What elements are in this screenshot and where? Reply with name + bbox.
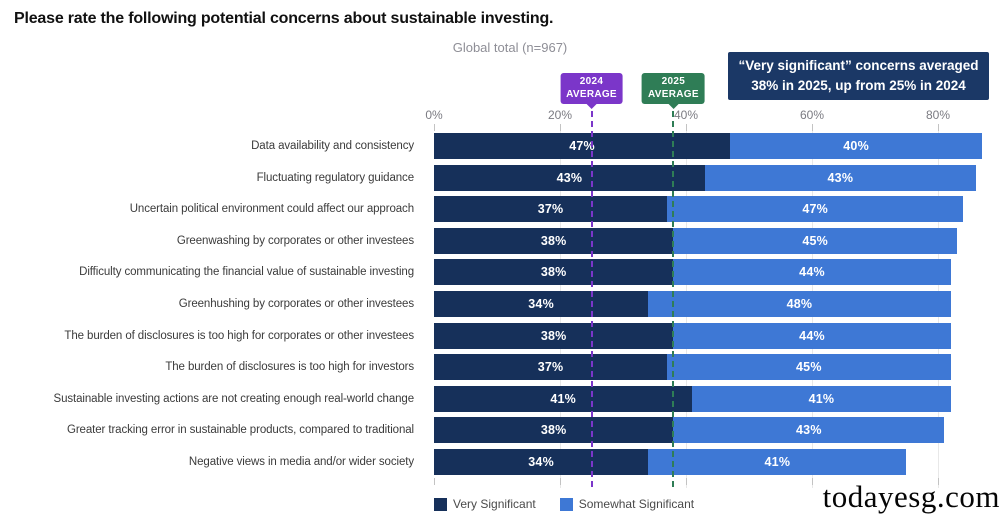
category-label: Greenwashing by corporates or other inve… (176, 234, 414, 247)
x-axis-tick-label: 0% (425, 108, 443, 122)
chart-legend: Very Significant Somewhat Significant (434, 497, 694, 511)
bar-segment-very-significant: 34% (434, 449, 649, 475)
axis-tick (434, 478, 435, 485)
legend-item: Somewhat Significant (559, 497, 695, 511)
category-label: Sustainable investing actions are not cr… (53, 392, 415, 405)
bar-segment-very-significant: 38% (434, 227, 674, 254)
badge-2025-year: 2025 (661, 76, 686, 87)
bar-segment-somewhat-significant: 48% (648, 291, 951, 317)
callout-box: “Very significant” concerns averaged 38%… (728, 52, 989, 100)
axis-tick (812, 124, 813, 131)
badge-2024-year: 2024 (579, 76, 604, 87)
reference-line-2025 (672, 101, 675, 487)
bar-segment-somewhat-significant: 45% (673, 227, 957, 254)
bar-segment-somewhat-significant: 43% (704, 164, 976, 191)
category-label: Negative views in media and/or wider soc… (188, 456, 414, 468)
axis-tick (686, 124, 687, 131)
bar-segment-very-significant: 43% (434, 164, 705, 191)
bar-segment-somewhat-significant: 44% (673, 259, 951, 286)
badge-2025-word: AVERAGE (647, 88, 699, 100)
watermark: todayesg.com (822, 479, 1000, 514)
x-axis-tick-label: 40% (673, 108, 699, 122)
bar-segment-very-significant: 47% (434, 133, 731, 159)
axis-tick (686, 478, 687, 485)
axis-tick (434, 124, 435, 131)
axis-tick (938, 124, 939, 131)
bar-segment-somewhat-significant: 47% (667, 196, 964, 223)
legend-item: Very Significant (434, 497, 536, 511)
bar-segment-very-significant: 38% (434, 322, 674, 349)
callout-line2-rest: , up from 25% in 2024 (827, 78, 966, 93)
category-label: Difficulty communicating the financial v… (79, 266, 414, 279)
legend-swatch-icon (434, 497, 447, 511)
axis-tick (560, 478, 561, 485)
badge-2024-average: 2024 AVERAGE (560, 73, 623, 109)
bar-segment-very-significant: 37% (434, 196, 668, 223)
bar-segment-somewhat-significant: 41% (648, 449, 907, 475)
chart-subtitle: Global total (n=967) (452, 40, 568, 55)
legend-swatch-icon (559, 497, 573, 511)
callout-line1: “Very significant” concerns averaged (738, 57, 979, 73)
bar-segment-somewhat-significant: 40% (730, 133, 983, 159)
legend-label: Somewhat Significant (578, 497, 695, 511)
bar-segment-very-significant: 34% (434, 291, 649, 317)
callout-highlight: 38% in 2025 (751, 78, 828, 93)
legend-label: Very Significant (453, 497, 536, 511)
callout-line2: 38% in 2025, up from 25% in 2024 (728, 76, 989, 96)
category-label: Data availability and consistency (251, 140, 414, 152)
badge-pointer-icon (586, 104, 597, 109)
x-axis-tick-label: 20% (547, 108, 573, 122)
bar-segment-somewhat-significant: 43% (673, 417, 945, 444)
bar-segment-somewhat-significant: 44% (673, 322, 951, 349)
badge-pointer-icon (668, 104, 679, 109)
category-label: Greater tracking error in sustainable pr… (66, 424, 414, 437)
reference-line-2024 (590, 101, 593, 487)
badge-2024-word: AVERAGE (566, 88, 617, 100)
x-axis-tick-label: 60% (799, 108, 825, 122)
bar-segment-very-significant: 38% (434, 417, 674, 444)
category-label: The burden of disclosures is too high fo… (165, 361, 414, 374)
category-label: Fluctuating regulatory guidance (256, 171, 414, 184)
axis-tick (812, 478, 813, 485)
bar-segment-very-significant: 37% (434, 354, 668, 381)
page-title: Please rate the following potential conc… (14, 10, 554, 27)
bar-segment-somewhat-significant: 45% (667, 354, 951, 381)
category-label: The burden of disclosures is too high fo… (64, 329, 414, 342)
bar-segment-somewhat-significant: 41% (692, 385, 951, 412)
axis-tick (560, 124, 561, 131)
badge-2025-average: 2025 AVERAGE (641, 73, 705, 109)
category-label: Uncertain political environment could af… (129, 203, 414, 216)
bar-segment-very-significant: 38% (434, 259, 674, 286)
category-label: Greenhushing by corporates or other inve… (178, 298, 414, 310)
x-axis-tick-label: 80% (925, 108, 951, 122)
axis-tick (938, 478, 939, 485)
bar-segment-very-significant: 41% (434, 385, 693, 412)
